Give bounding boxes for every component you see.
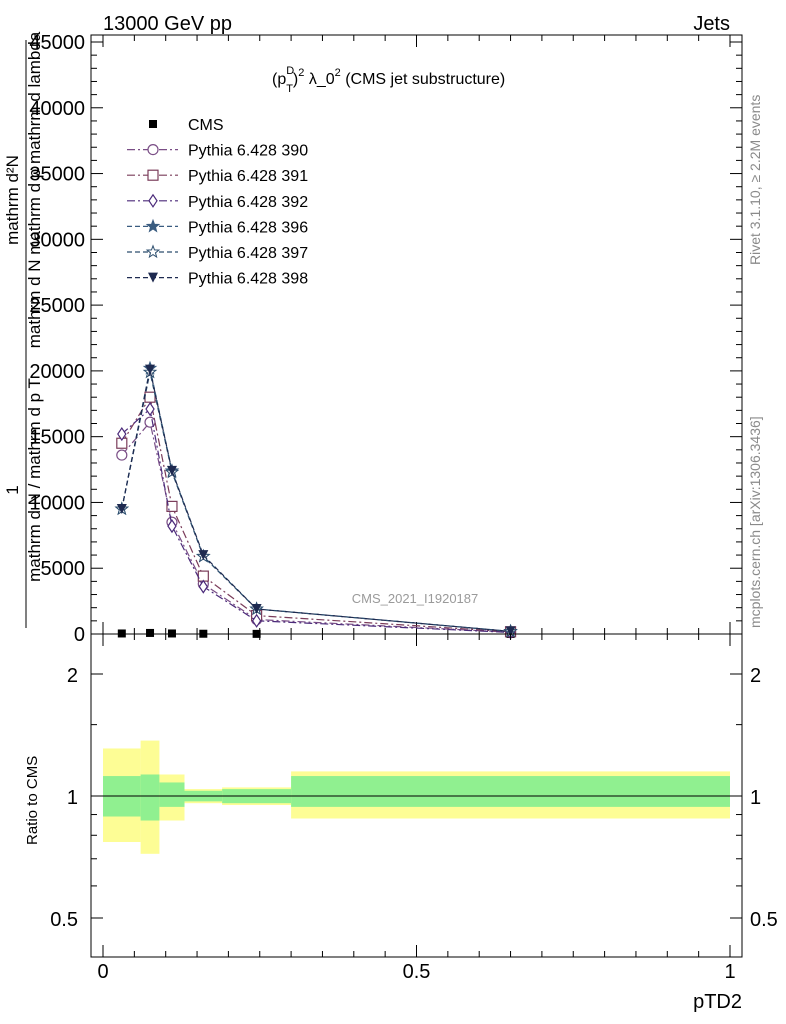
rivet-text: Rivet 3.1.10, ≥ 2.2M events: [747, 95, 763, 265]
data-point: [167, 629, 176, 638]
y-tick-label: 10000: [29, 492, 85, 514]
data-point: [146, 628, 155, 637]
y-tick-label: 25000: [29, 295, 85, 317]
header-right: Jets: [693, 13, 730, 35]
legend-label: Pythia 6.428 396: [188, 219, 308, 236]
title-sub1: T: [286, 83, 293, 95]
chart-title: (pD T)2 λ_02 (CMS jet substructure): [272, 65, 505, 95]
ratio-y-tick-label-right: 1: [750, 787, 761, 809]
ratio-bands: [103, 740, 730, 854]
legend-marker: [147, 169, 159, 181]
x-tick-label: 1: [724, 961, 735, 983]
ylabel-line-2: 1: [3, 485, 22, 494]
legend-label: Pythia 6.428 392: [188, 194, 308, 211]
main-axis-ticks: 0 5000 10000 15000 20000 25000 30000 35000 40000…: [29, 32, 742, 646]
x-tick-label: 0: [97, 961, 108, 983]
y-tick-label: 5000: [41, 558, 86, 580]
legend-marker: [148, 272, 158, 283]
y-tick-label: 40000: [29, 98, 85, 120]
data-point: [198, 550, 209, 561]
data-point: [117, 426, 127, 442]
data-point: [166, 465, 177, 476]
ylabel-line-0: mathrm d²N: [3, 155, 22, 245]
ratio-y-tick-label-right: 0.5: [750, 909, 778, 931]
data-point: [145, 401, 155, 417]
title-part-d: (CMS jet substructure): [341, 71, 505, 88]
title-part-a: (p: [272, 71, 286, 88]
ratio-ylabel: Ratio to CMS: [24, 756, 41, 845]
ylabel-line-1: mathrm d N mathrm d p mathrm d lambda: [25, 31, 44, 348]
legend-label: Pythia 6.428 390: [188, 143, 308, 160]
title-sup3: 2: [335, 67, 341, 79]
series-6: [116, 364, 516, 637]
legend-label: Pythia 6.428 398: [188, 271, 308, 288]
title-part-c: λ_0: [304, 71, 334, 88]
series-line: [121, 395, 511, 633]
inner-band-bin: [159, 782, 185, 807]
series-line: [121, 369, 511, 632]
title-part-b: ): [293, 71, 298, 88]
legend-marker: [145, 218, 161, 233]
legend-marker: [145, 244, 161, 259]
ratio-axis-ticks: 0.5 0.5 1 1 2 2 0 0.5 1: [50, 634, 778, 983]
inner-band-bin: [140, 774, 160, 821]
legend-marker: [147, 144, 159, 156]
main-ylabel: mathrm d²N mathrm d N mathrm d p mathrm …: [3, 31, 44, 628]
data-point: [166, 500, 178, 512]
data-point: [116, 504, 127, 515]
data-point: [505, 626, 516, 637]
ratio-y-tick-label: 2: [67, 665, 78, 687]
series-line: [121, 420, 511, 633]
legend-label: Pythia 6.428 391: [188, 168, 308, 185]
ratio-y-tick-label: 1: [67, 787, 78, 809]
y-tick-label: 15000: [29, 427, 85, 449]
data-point: [116, 449, 128, 461]
data-point: [144, 391, 156, 403]
ratio-y-tick-label: 0.5: [50, 909, 78, 931]
xlabel: pTD2: [693, 991, 742, 1013]
x-tick-label: 0.5: [403, 961, 431, 983]
ratio-y-tick-label-right: 2: [750, 665, 761, 687]
legend-label: CMS: [188, 117, 224, 134]
data-point: [251, 613, 262, 628]
series-2: [116, 391, 517, 638]
legend-marker: [148, 193, 158, 208]
data-point: [117, 629, 126, 638]
title-sup1: D: [286, 65, 294, 77]
mcplots-text: mcplots.cern.ch [arXiv:1306.3436]: [747, 416, 763, 628]
y-tick-label: 30000: [29, 229, 85, 251]
y-tick-label: 0: [74, 624, 85, 646]
data-point: [198, 579, 209, 594]
data-point: [167, 519, 177, 534]
data-point: [145, 364, 156, 375]
y-tick-label: 35000: [29, 164, 85, 186]
ylabel-line-3: mathrm d N / mathrm d p T: [25, 378, 44, 582]
header-left: 13000 GeV pp: [103, 13, 232, 35]
y-tick-label: 45000: [29, 32, 85, 54]
inner-band-bin: [291, 776, 730, 807]
legend: CMS Pythia 6.428 390 Pythia 6.428 391 Pythi…: [127, 117, 308, 288]
y-tick-label: 20000: [29, 361, 85, 383]
main-series-group: [114, 360, 518, 640]
legend-marker: [149, 120, 157, 128]
title-sup2: 2: [298, 67, 304, 79]
watermark: CMS_2021_I1920187: [352, 591, 479, 606]
legend-label: Pythia 6.428 397: [188, 245, 308, 262]
data-point: [251, 604, 262, 615]
